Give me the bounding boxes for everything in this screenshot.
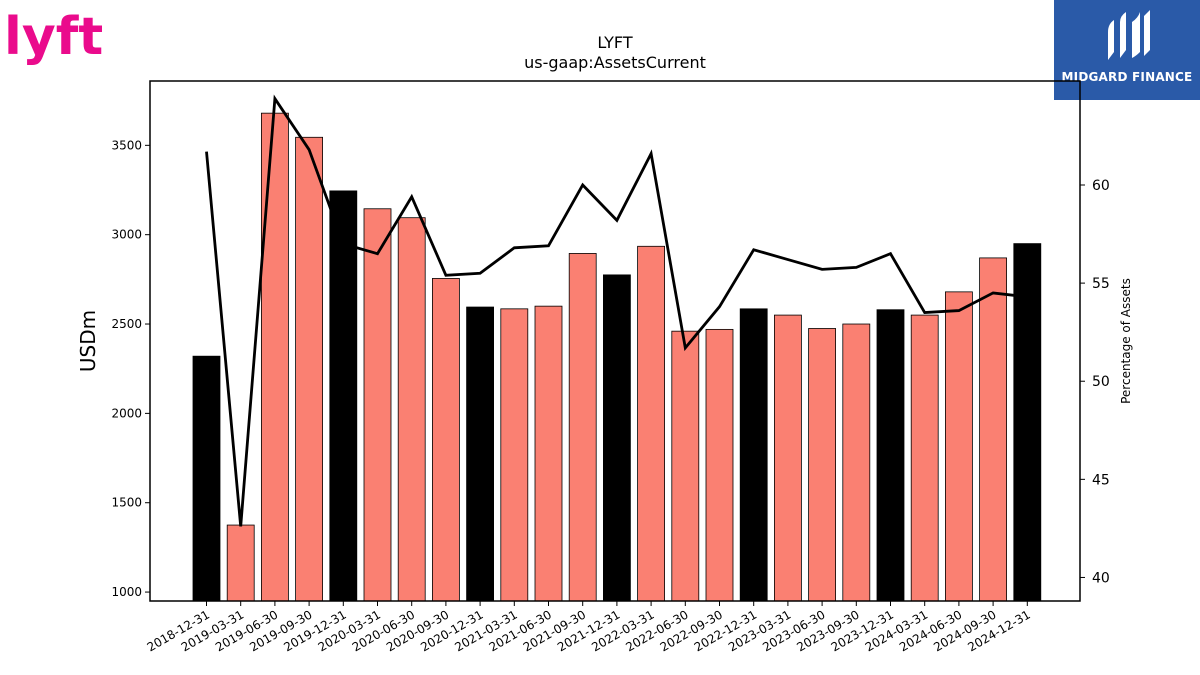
bar bbox=[774, 314, 802, 602]
bar bbox=[329, 190, 358, 602]
bar bbox=[568, 253, 597, 602]
chart-subtitle: us-gaap:AssetsCurrent bbox=[524, 53, 706, 72]
plot-area: 10001500200025003000350040455055602018-1… bbox=[111, 80, 1110, 654]
bar bbox=[876, 309, 905, 602]
bar bbox=[500, 308, 529, 602]
bar bbox=[705, 328, 734, 602]
y2-tick-label: 40 bbox=[1092, 570, 1110, 586]
bar bbox=[295, 136, 324, 602]
bar bbox=[945, 291, 973, 602]
bar bbox=[226, 524, 255, 602]
bar bbox=[979, 257, 1007, 602]
y-tick-label: 2000 bbox=[111, 406, 142, 420]
y2-tick-label: 55 bbox=[1092, 276, 1110, 292]
plot-frame bbox=[149, 80, 1081, 602]
bar bbox=[431, 278, 460, 602]
midgard-finance-logo: MIDGARD FINANCE bbox=[1054, 0, 1200, 100]
lyft-logo: lyft bbox=[4, 4, 103, 74]
y2-tick-label: 60 bbox=[1092, 178, 1110, 194]
y-tick-label: 3500 bbox=[111, 138, 142, 152]
lyft-logo-mark: lyft bbox=[4, 7, 103, 67]
y-tick-label: 1000 bbox=[111, 585, 142, 599]
y-axis-label: USDm bbox=[76, 310, 100, 372]
bar bbox=[363, 208, 392, 602]
y-tick-label: 2500 bbox=[111, 317, 142, 331]
bar bbox=[466, 306, 495, 602]
midgard-finance-text: MIDGARD FINANCE bbox=[1061, 70, 1193, 84]
bar bbox=[842, 323, 871, 602]
y2-tick-label: 45 bbox=[1092, 472, 1110, 488]
bar bbox=[260, 112, 289, 602]
bar bbox=[397, 217, 426, 602]
midgard-emblem-icon bbox=[1108, 10, 1150, 60]
lyft-logo-text: lyft bbox=[4, 7, 102, 67]
y-tick-label: 1500 bbox=[111, 496, 142, 510]
bar bbox=[637, 245, 665, 602]
bar bbox=[671, 330, 700, 602]
bar bbox=[1013, 243, 1042, 602]
bar bbox=[739, 308, 768, 602]
y2-tick-label: 50 bbox=[1092, 374, 1110, 390]
bar bbox=[192, 355, 221, 602]
bar bbox=[910, 314, 939, 602]
bar bbox=[808, 328, 836, 602]
bar bbox=[534, 305, 563, 602]
y2-axis-label: Percentage of Assets bbox=[1119, 278, 1133, 404]
chart-title: LYFT bbox=[597, 33, 632, 52]
y-tick-label: 3000 bbox=[111, 228, 142, 242]
bar bbox=[603, 274, 631, 602]
